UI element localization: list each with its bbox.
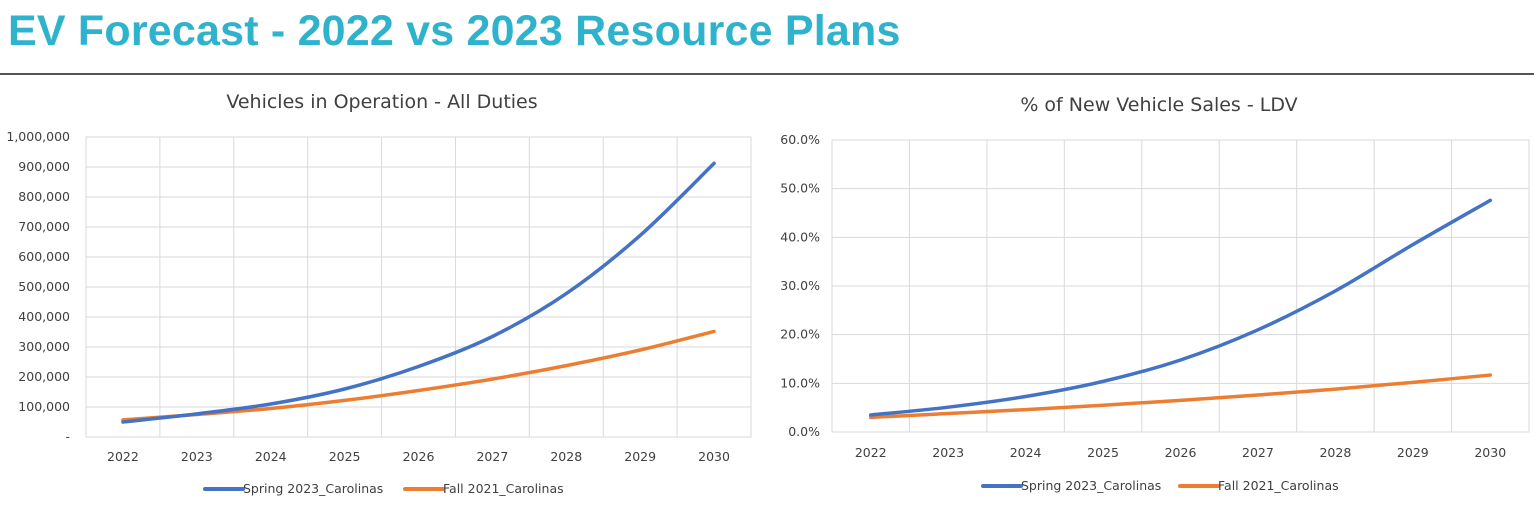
x-tick-label: 2029 [1397,445,1429,460]
x-tick-label: 2027 [1242,445,1274,460]
chart-vehicles-in-operation: Vehicles in Operation - All Duties - 100,… [6,91,752,496]
y-tick-label: 700,000 [18,219,70,234]
series-line-spring-2023 [868,198,1493,417]
legend-label: Spring 2023_Carolinas [1021,478,1161,493]
y-tick-label: 900,000 [18,159,70,174]
y-tick-label: 20.0% [780,327,820,342]
chart-title: Vehicles in Operation - All Duties [226,91,537,113]
plot-area-frame [85,136,752,438]
x-tick-label: 2023 [932,445,964,460]
x-tick-label: 2023 [181,449,213,464]
legend-label: Fall 2021_Carolinas [443,481,564,496]
y-tick-label: 400,000 [18,309,70,324]
y-tick-label: - [65,429,70,444]
x-tick-label: 2026 [1165,445,1197,460]
x-tick-label: 2030 [1474,445,1506,460]
y-tick-label: 200,000 [18,369,70,384]
x-tick-label: 2024 [1010,445,1042,460]
legend-label: Fall 2021_Carolinas [1218,478,1339,493]
chart-title: % of New Vehicle Sales - LDV [1020,94,1297,116]
y-tick-label: 600,000 [18,249,70,264]
title-divider [0,73,1534,75]
y-tick-label: 800,000 [18,189,70,204]
y-tick-label: 500,000 [18,279,70,294]
y-tick-label: 40.0% [780,229,820,244]
x-tick-label: 2028 [550,449,582,464]
y-tick-label: 50.0% [780,181,820,196]
series-line-spring-2023 [121,161,716,424]
chart-new-vehicle-sales: % of New Vehicle Sales - LDV 0.0% 10.0% 20… [780,94,1530,493]
x-tick-label: 2027 [476,449,508,464]
x-tick-label: 2024 [255,449,287,464]
x-tick-label: 2029 [624,449,656,464]
legend-label: Spring 2023_Carolinas [243,481,383,496]
y-tick-label: 10.0% [780,375,820,390]
x-tick-label: 2025 [1087,445,1119,460]
x-tick-label: 2022 [107,449,139,464]
x-tick-label: 2022 [855,445,887,460]
y-tick-label: 60.0% [780,132,820,147]
x-tick-label: 2030 [698,449,730,464]
page-title: EV Forecast - 2022 vs 2023 Resource Plan… [8,7,901,55]
plot-area-frame [831,139,1530,433]
y-tick-label: 1,000,000 [6,129,70,144]
series-line-fall-2021 [868,373,1493,420]
x-tick-label: 2025 [329,449,361,464]
y-tick-label: 100,000 [18,399,70,414]
x-tick-label: 2028 [1319,445,1351,460]
y-tick-label: 300,000 [18,339,70,354]
y-tick-label: 30.0% [780,278,820,293]
y-tick-label: 0.0% [788,424,820,439]
x-tick-label: 2026 [403,449,435,464]
